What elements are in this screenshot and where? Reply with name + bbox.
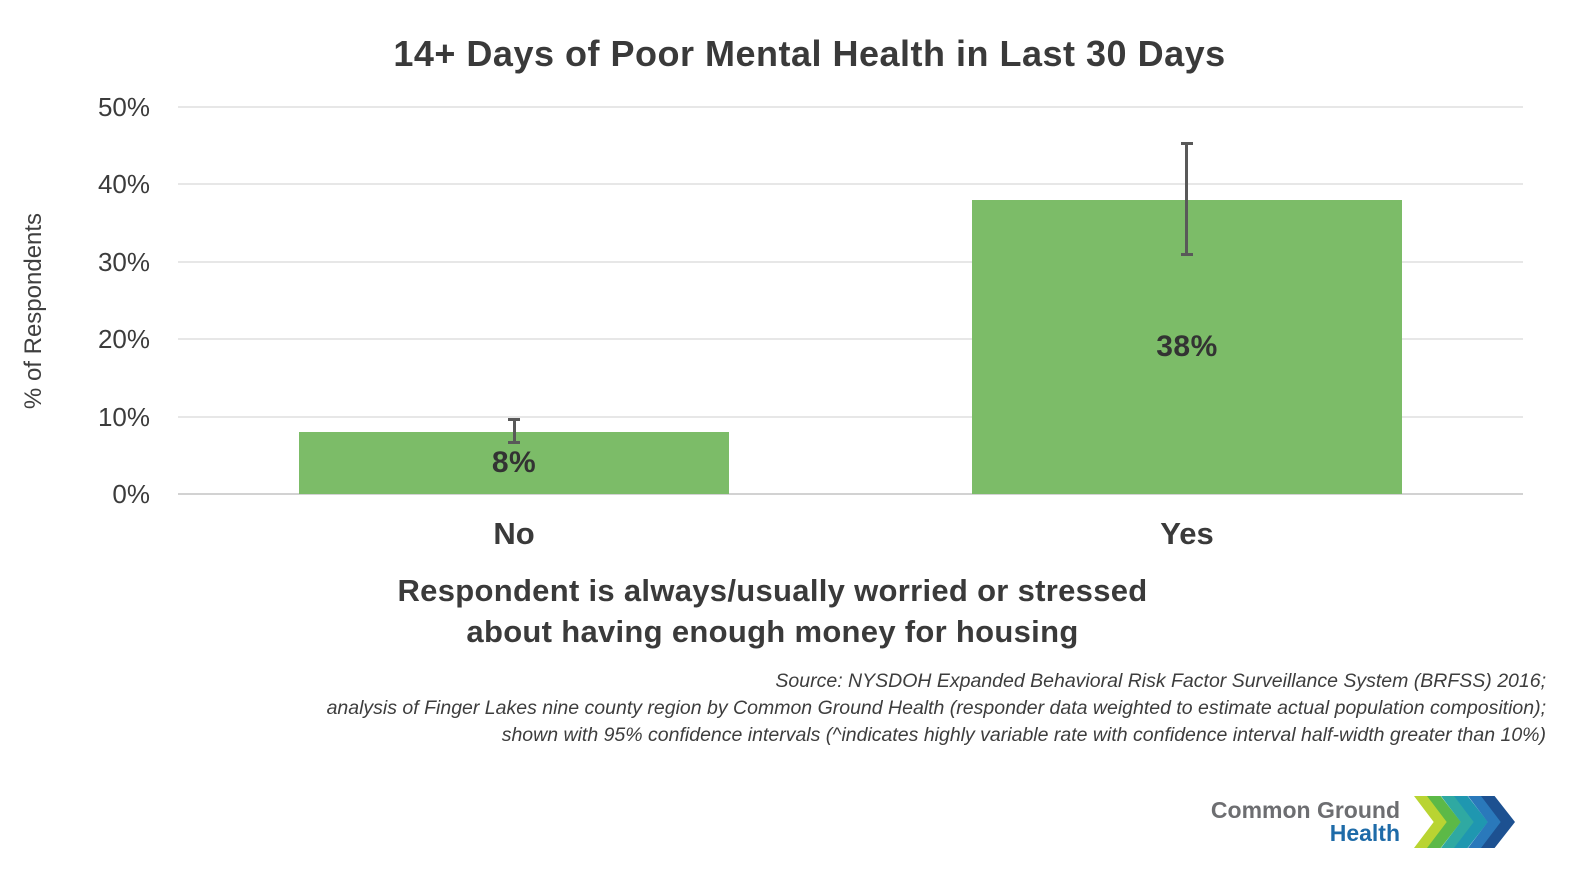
source-note-line-1: Source: NYSDOH Expanded Behavioral Risk … xyxy=(775,670,1546,692)
error-bar-line-yes xyxy=(1185,143,1189,255)
source-note: Source: NYSDOH Expanded Behavioral Risk … xyxy=(327,668,1546,749)
error-bar-line-no xyxy=(512,418,516,443)
bar-value-label-no: 8% xyxy=(491,446,537,479)
y-tick-label-0%: 0% xyxy=(112,479,150,509)
error-bar-cap-top-yes xyxy=(1180,142,1193,146)
x-category-label-yes: Yes xyxy=(1160,516,1214,551)
logo-text: Common Ground Health xyxy=(1211,799,1400,845)
y-tick-label-20%: 20% xyxy=(97,324,150,355)
gridline-10 xyxy=(178,415,1523,418)
gridline-50 xyxy=(178,106,1523,108)
y-tick-label-30%: 30% xyxy=(97,246,150,277)
bar-value-label-yes: 38% xyxy=(1156,330,1218,363)
x-axis-line xyxy=(178,493,1523,495)
common-ground-health-logo: Common Ground Health xyxy=(1211,796,1515,848)
error-bar-cap-top-no xyxy=(508,417,521,421)
gridline-40 xyxy=(178,183,1523,186)
source-note-line-2: analysis of Finger Lakes nine county reg… xyxy=(326,697,1546,719)
y-tick-label-10%: 10% xyxy=(97,401,150,432)
error-bar-cap-bottom-yes xyxy=(1180,252,1193,256)
logo-text-health: Health xyxy=(1329,820,1400,846)
gridline-30 xyxy=(178,260,1523,263)
x-axis-title-line-1: Respondent is always/usually worried or … xyxy=(397,573,1148,608)
y-tick-label-40%: 40% xyxy=(97,169,150,200)
chevrons-icon xyxy=(1414,796,1515,848)
error-bar-cap-bottom-no xyxy=(508,440,521,444)
x-category-label-no: No xyxy=(493,516,535,551)
logo-text-common-ground: Common Ground xyxy=(1210,797,1400,823)
chart-title: 14+ Days of Poor Mental Health in Last 3… xyxy=(393,33,1226,74)
x-axis-title-line-2: about having enough money for housing xyxy=(466,614,1079,649)
plot-area: 8% 38% xyxy=(178,106,1523,495)
y-tick-label-50%: 50% xyxy=(97,92,150,122)
source-note-line-3: shown with 95% confidence intervals (^in… xyxy=(501,724,1546,746)
gridline-20 xyxy=(178,338,1523,341)
